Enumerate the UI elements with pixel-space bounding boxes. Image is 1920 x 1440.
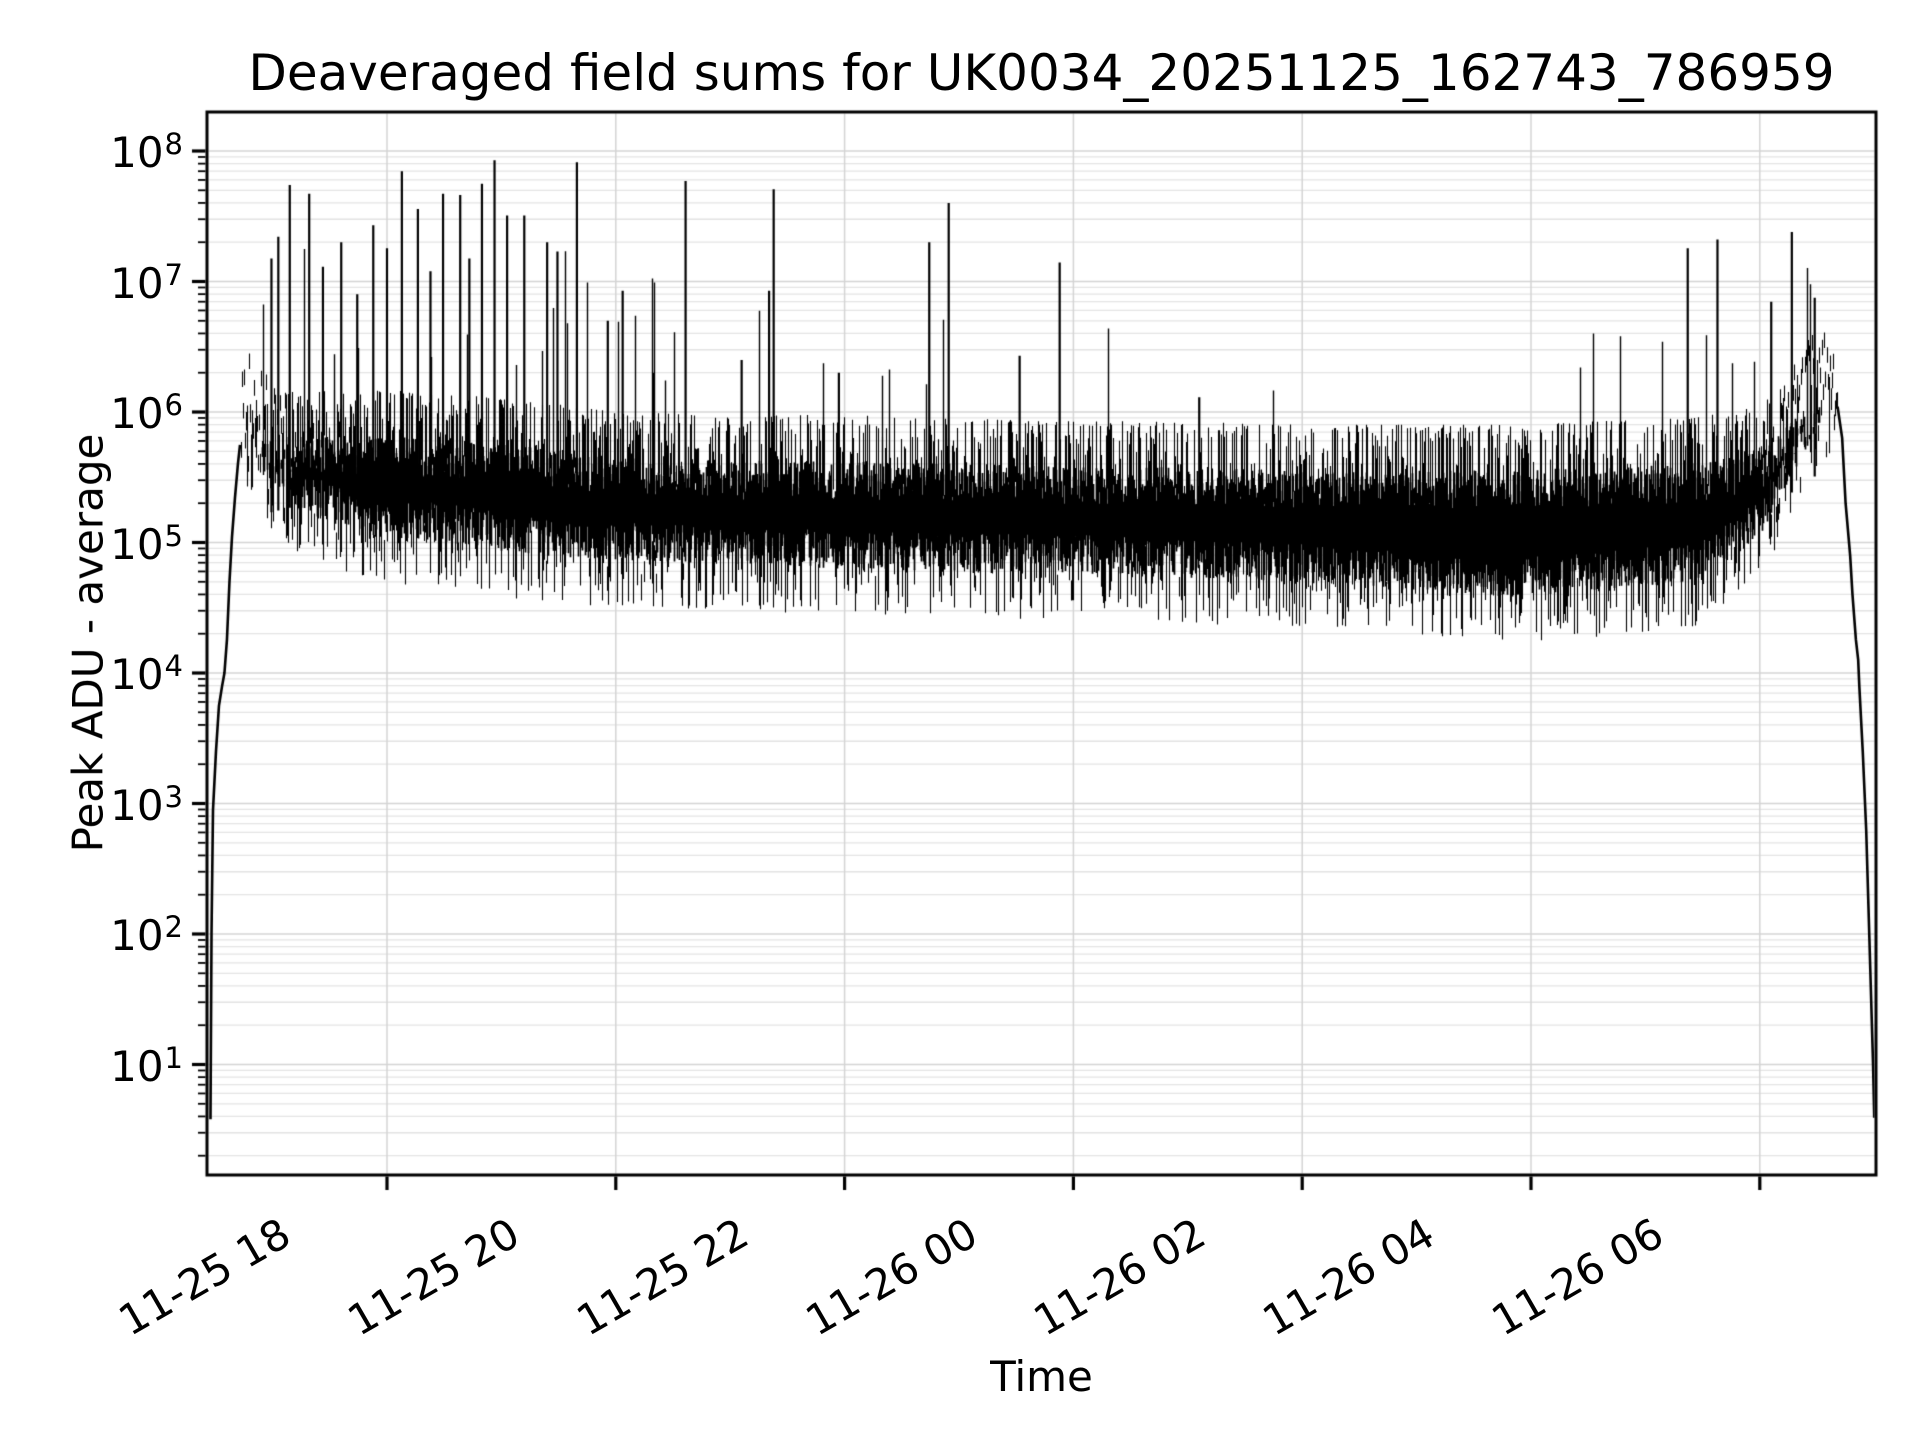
y-tick-label: 107: [110, 257, 183, 308]
y-tick-label: 103: [110, 779, 183, 830]
x-tick-anchor: 11-26 06: [1483, 1209, 1838, 1346]
y-tick-label: 106: [110, 388, 183, 438]
y-tick-label: 102: [110, 910, 183, 960]
x-axis-label: Time: [990, 1352, 1093, 1401]
chart-title: Deaveraged field sums for UK0034_2025112…: [248, 44, 1835, 102]
y-tick-label: 108: [110, 127, 183, 177]
y-tick-label: 101: [110, 1040, 183, 1091]
y-axis-label: Peak ADU - average: [63, 433, 113, 853]
y-tick-label: 105: [110, 518, 183, 569]
y-tick-label: 104: [110, 649, 183, 699]
